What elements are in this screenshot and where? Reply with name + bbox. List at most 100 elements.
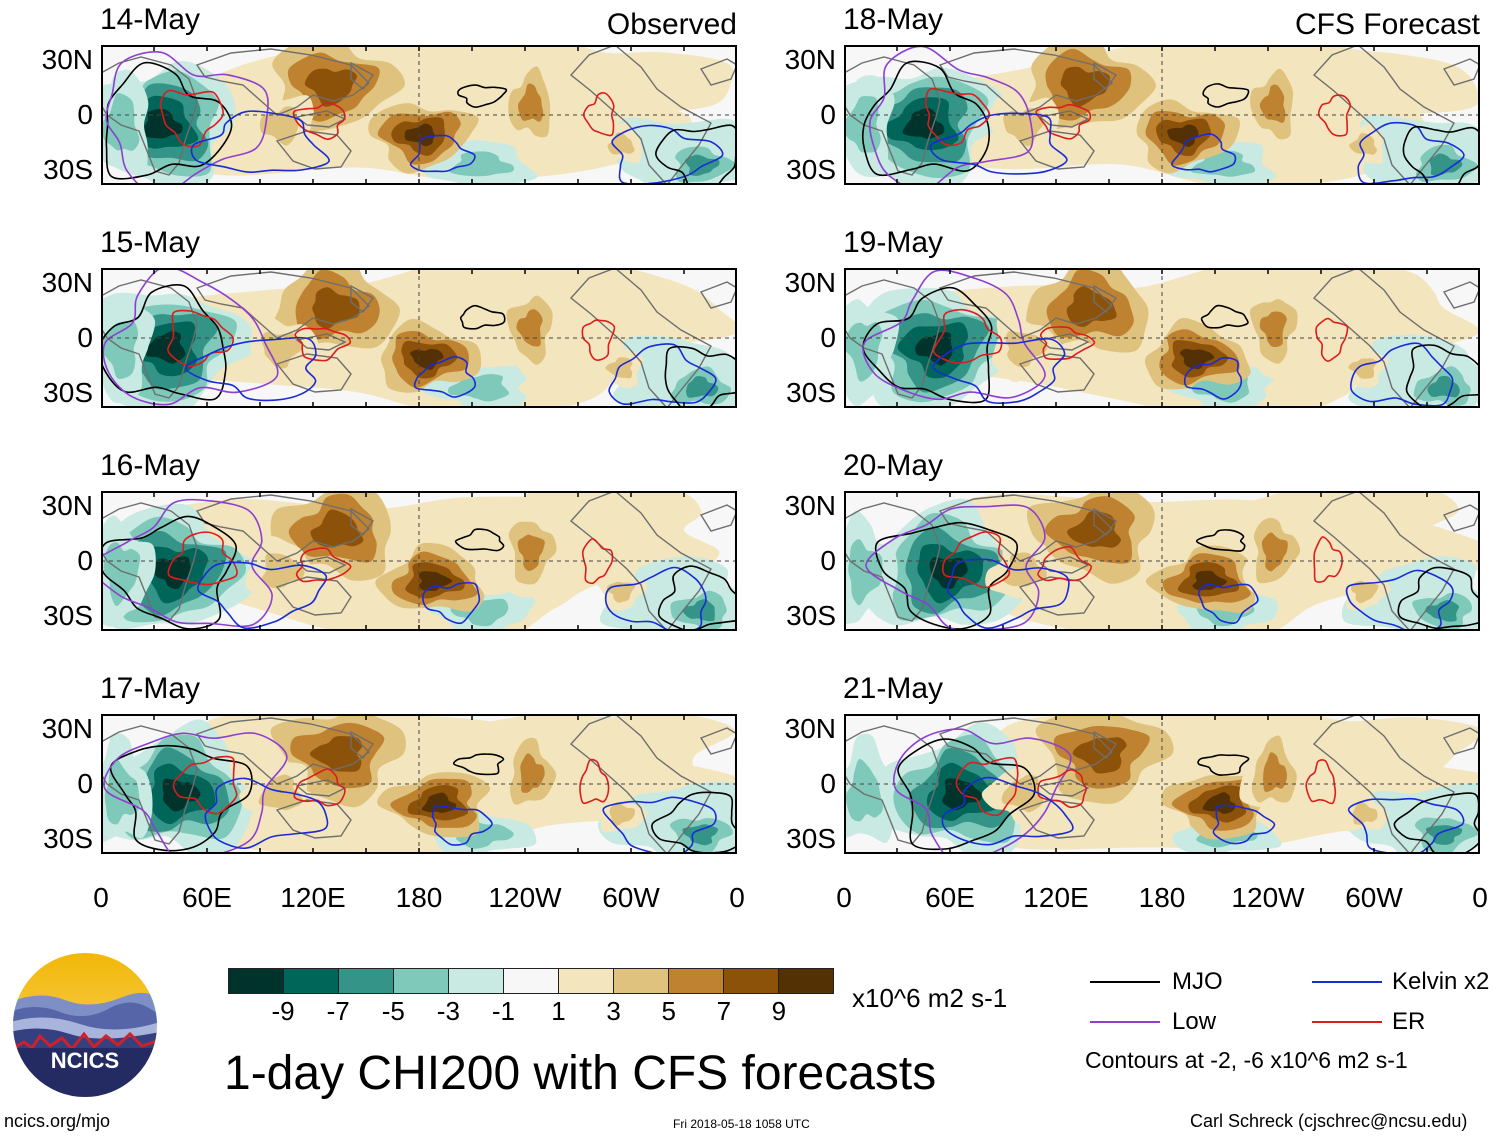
legend-line-mjo xyxy=(1090,981,1160,983)
lat-tick-label: 30N xyxy=(41,44,93,75)
colorbar-tick-label: 7 xyxy=(716,996,732,1026)
coastlines xyxy=(844,45,1480,185)
footer-url[interactable]: ncics.org/mjo xyxy=(4,1111,111,1131)
wave-contours xyxy=(861,45,1480,185)
colorbar-tick-label: -1 xyxy=(491,996,516,1026)
colorbar-tick-label: -7 xyxy=(326,996,350,1026)
colorbar-swatch xyxy=(504,969,559,993)
lat-tick-label: 30N xyxy=(41,490,93,521)
ncics-logo: NCICS xyxy=(11,951,159,1099)
colorbar-swatch xyxy=(339,969,394,993)
lon-tick-label: 60E xyxy=(925,882,975,913)
legend-line-low xyxy=(1090,1021,1160,1023)
panel-date: 19-May xyxy=(843,226,944,259)
colorbar-tick-label: -3 xyxy=(436,996,460,1026)
anomaly-map xyxy=(101,45,737,185)
lat-tick-label: 30N xyxy=(41,713,93,744)
lat-tick-label: 30N xyxy=(784,267,836,298)
colorbar-units: x10^6 m2 s-1 xyxy=(852,983,1008,1013)
lon-tick-label: 120E xyxy=(280,882,346,913)
lon-tick-label: 0 xyxy=(836,882,852,913)
colorbar-swatch xyxy=(669,969,724,993)
lat-tick-label: 30S xyxy=(786,377,836,408)
column-heading: CFS Forecast xyxy=(1294,8,1480,41)
anomaly-map xyxy=(844,268,1480,408)
wave-contours xyxy=(862,269,1480,408)
map-panel xyxy=(101,268,737,408)
shading-field xyxy=(101,714,737,854)
wave-contours xyxy=(105,51,737,185)
lat-tick-label: 30S xyxy=(786,600,836,631)
colorbar-tick-label: -9 xyxy=(271,996,295,1026)
coastlines xyxy=(101,714,737,854)
anomaly-map xyxy=(101,268,737,408)
figure-title: 1-day CHI200 with CFS forecasts xyxy=(224,1047,937,1100)
footer-credit: Carl Schreck (cjschrec@ncsu.edu) xyxy=(1190,1111,1468,1131)
colorbar-swatch xyxy=(449,969,504,993)
footer-timestamp: Fri 2018-05-18 1058 UTC xyxy=(673,1117,810,1131)
map-panel xyxy=(101,45,737,185)
lon-tick-label: 120E xyxy=(1023,882,1089,913)
map-panel xyxy=(844,268,1480,408)
lat-tick-label: 0 xyxy=(820,322,836,353)
shading-field xyxy=(101,268,737,408)
legend-label-low: Low xyxy=(1172,1008,1217,1035)
logo-text: NCICS xyxy=(51,1048,119,1073)
anomaly-map xyxy=(844,491,1480,631)
wave-contours xyxy=(101,268,737,408)
lat-tick-label: 30S xyxy=(786,154,836,185)
colorbar-swatch xyxy=(284,969,339,993)
map-panel xyxy=(844,491,1480,631)
colorbar xyxy=(228,968,834,994)
lat-tick-label: 30N xyxy=(784,490,836,521)
lat-tick-label: 0 xyxy=(77,545,93,576)
shading-field xyxy=(844,45,1480,185)
legend-line-kelvin xyxy=(1312,981,1382,983)
map-panel xyxy=(844,714,1480,854)
lon-tick-label: 60E xyxy=(182,882,232,913)
lat-tick-label: 0 xyxy=(77,768,93,799)
coastlines xyxy=(101,45,737,185)
colorbar-tick-label: 3 xyxy=(606,996,621,1026)
map-panel xyxy=(101,491,737,631)
colorbar-swatch xyxy=(229,969,284,993)
lat-tick-label: 30N xyxy=(784,713,836,744)
shading-field xyxy=(101,45,737,185)
legend-label-er: ER xyxy=(1392,1008,1426,1035)
legend-line-er xyxy=(1312,1021,1382,1023)
lat-tick-label: 30N xyxy=(784,44,836,75)
lat-tick-label: 30S xyxy=(43,600,93,631)
lon-tick-label: 120W xyxy=(1231,882,1305,913)
lat-tick-label: 30S xyxy=(786,823,836,854)
colorbar-swatch xyxy=(559,969,614,993)
column-heading: Observed xyxy=(606,8,737,41)
anomaly-map xyxy=(101,714,737,854)
shading-field xyxy=(101,491,737,631)
panel-date: 21-May xyxy=(843,672,944,705)
lat-tick-label: 30S xyxy=(43,377,93,408)
colorbar-tick-label: 9 xyxy=(771,996,787,1026)
lon-tick-label: 180 xyxy=(1138,882,1186,913)
lon-tick-label: 0 xyxy=(93,882,109,913)
colorbar-tick-label: -5 xyxy=(381,996,405,1026)
colorbar-tick-label: 1 xyxy=(551,996,566,1026)
colorbar-swatch xyxy=(779,969,833,993)
wave-contours xyxy=(865,504,1480,631)
lon-tick-label: 0 xyxy=(1472,882,1488,913)
lat-tick-label: 0 xyxy=(820,545,836,576)
panel-date: 16-May xyxy=(100,449,201,482)
coastlines xyxy=(101,491,737,631)
anomaly-map xyxy=(844,45,1480,185)
map-panel xyxy=(101,714,737,854)
panel-date: 17-May xyxy=(100,672,201,705)
lat-tick-label: 0 xyxy=(820,99,836,130)
colorbar-swatch xyxy=(394,969,449,993)
shading-field xyxy=(844,714,1480,854)
lon-tick-label: 180 xyxy=(395,882,443,913)
lat-tick-label: 30S xyxy=(43,823,93,854)
legend-label-kelvin: Kelvin x2 xyxy=(1392,968,1490,995)
coastlines xyxy=(101,268,737,408)
lat-tick-label: 30S xyxy=(43,154,93,185)
panel-date: 14-May xyxy=(100,3,201,36)
panel-date: 15-May xyxy=(100,226,201,259)
